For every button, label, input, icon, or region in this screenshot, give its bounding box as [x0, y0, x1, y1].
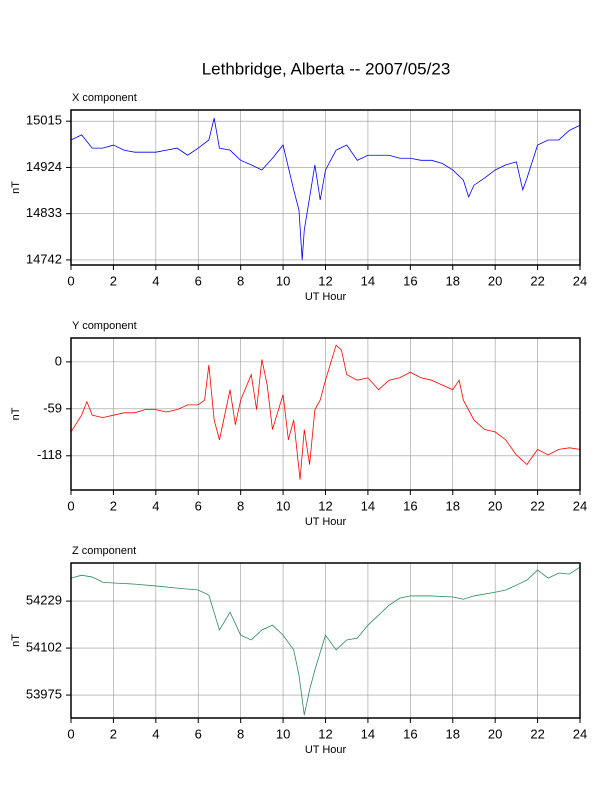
x-tick-label: 24 [573, 273, 587, 288]
x-tick-label: 8 [237, 498, 244, 513]
x-tick-label: 18 [446, 498, 460, 513]
x-tick-label: 8 [237, 726, 244, 741]
x-tick-label: 14 [361, 726, 375, 741]
x-tick-label: 4 [152, 273, 159, 288]
y-tick-label: 53975 [26, 687, 62, 702]
x-tick-label: 22 [530, 273, 544, 288]
plot-frame [70, 337, 581, 491]
x-tick-label: 18 [446, 273, 460, 288]
x-tick-label: 6 [195, 498, 202, 513]
y-tick-label: 14924 [26, 159, 62, 174]
x-tick-label: 6 [195, 273, 202, 288]
x-tick-label: 14 [361, 273, 375, 288]
x-tick-label: 12 [318, 498, 332, 513]
data-line [70, 118, 581, 260]
data-line [70, 344, 581, 480]
x-tick-label: 2 [110, 273, 117, 288]
y-tick-label: 14833 [26, 205, 62, 220]
x-tick-label: 4 [152, 726, 159, 741]
plot-frame [70, 562, 581, 719]
x-axis-label: UT Hour [305, 291, 347, 303]
x-tick-label: 22 [530, 726, 544, 741]
page-title: Lethbridge, Alberta -- 2007/05/23 [202, 59, 451, 78]
x-tick-label: 24 [573, 726, 587, 741]
x-tick-label: 0 [67, 273, 74, 288]
y-tick-label: 54102 [26, 640, 62, 655]
x-tick-label: 6 [195, 726, 202, 741]
x-tick-label: 22 [530, 498, 544, 513]
y-tick-label: 54229 [26, 593, 62, 608]
x-tick-label: 10 [276, 498, 290, 513]
y-tick-label: 15015 [26, 113, 62, 128]
x-tick-label: 14 [361, 498, 375, 513]
panel-title: Z component [72, 545, 136, 557]
x-tick-label: 10 [276, 273, 290, 288]
x-axis-label: UT Hour [305, 516, 347, 528]
y-axis-label: nT [10, 181, 22, 194]
panel-title: X component [72, 92, 137, 104]
x-tick-label: 16 [403, 498, 417, 513]
x-tick-label: 12 [318, 726, 332, 741]
x-tick-label: 20 [488, 273, 502, 288]
y-tick-label: 14742 [26, 251, 62, 266]
data-line [70, 566, 581, 716]
y-tick-label: -118 [37, 447, 62, 462]
x-tick-label: 20 [488, 498, 502, 513]
plot-frame [70, 109, 581, 266]
x-tick-label: 10 [276, 726, 290, 741]
x-tick-label: 0 [67, 498, 74, 513]
y-axis-label: nT [10, 407, 22, 420]
x-tick-label: 2 [110, 498, 117, 513]
y-tick-label: -59 [43, 400, 62, 415]
x-tick-label: 20 [488, 726, 502, 741]
x-tick-label: 2 [110, 726, 117, 741]
x-tick-label: 12 [318, 273, 332, 288]
y-tick-label: 0 [55, 353, 62, 368]
y-axis-label: nT [10, 634, 22, 647]
panel-title: Y component [72, 320, 137, 332]
x-tick-label: 16 [403, 273, 417, 288]
x-tick-label: 24 [573, 498, 587, 513]
x-tick-label: 18 [446, 726, 460, 741]
x-axis-label: UT Hour [305, 744, 347, 756]
x-tick-label: 0 [67, 726, 74, 741]
x-tick-label: 8 [237, 273, 244, 288]
x-tick-label: 16 [403, 726, 417, 741]
x-tick-label: 4 [152, 498, 159, 513]
